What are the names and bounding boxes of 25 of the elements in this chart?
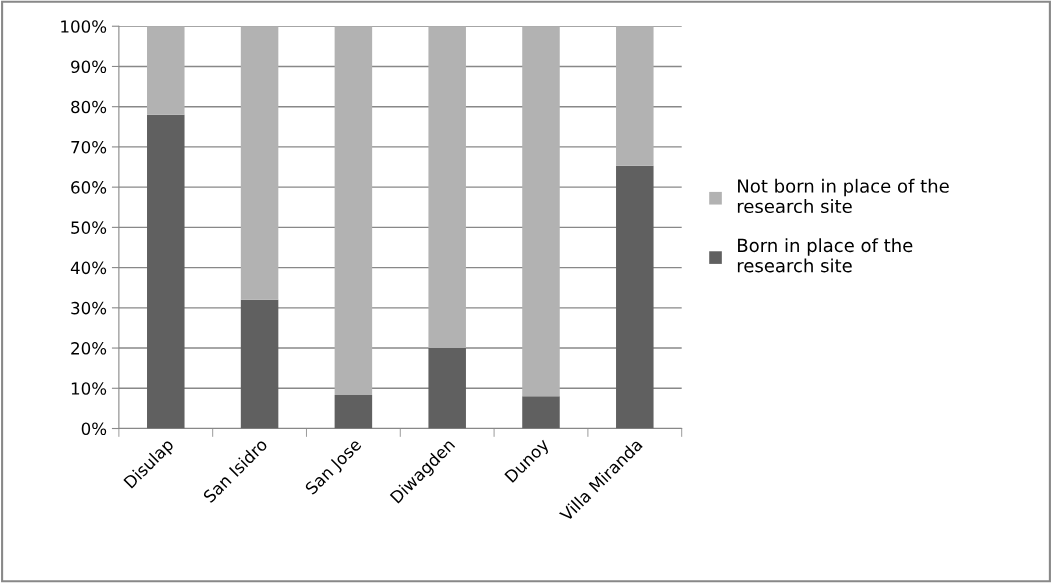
bar xyxy=(616,165,654,429)
bar xyxy=(240,26,279,300)
bar xyxy=(522,396,560,429)
y-tick-label: 0% xyxy=(81,422,107,436)
y-tick-label: 50% xyxy=(71,221,107,234)
bar xyxy=(428,26,466,349)
y-tick-label: 80% xyxy=(71,100,107,114)
bar xyxy=(428,348,466,429)
y-tick-label: 70% xyxy=(71,140,107,154)
y-tick-label: 20% xyxy=(71,342,107,355)
y-tick-label: 60% xyxy=(71,181,107,194)
bar xyxy=(616,26,654,166)
y-tick-label: 30% xyxy=(71,301,107,315)
y-tick-label: 100% xyxy=(61,20,107,33)
bar xyxy=(147,114,185,429)
y-tick-label: 90% xyxy=(71,60,107,74)
bar xyxy=(334,26,373,396)
bar xyxy=(147,26,185,115)
legend-label: Not born in place of the research site xyxy=(737,178,949,214)
y-tick-label: 40% xyxy=(70,261,107,275)
bar xyxy=(522,26,560,397)
bar xyxy=(334,395,373,429)
bar xyxy=(240,299,279,429)
y-tick-label: 10% xyxy=(71,382,107,395)
legend-label: Born in place of the research site xyxy=(737,238,913,273)
